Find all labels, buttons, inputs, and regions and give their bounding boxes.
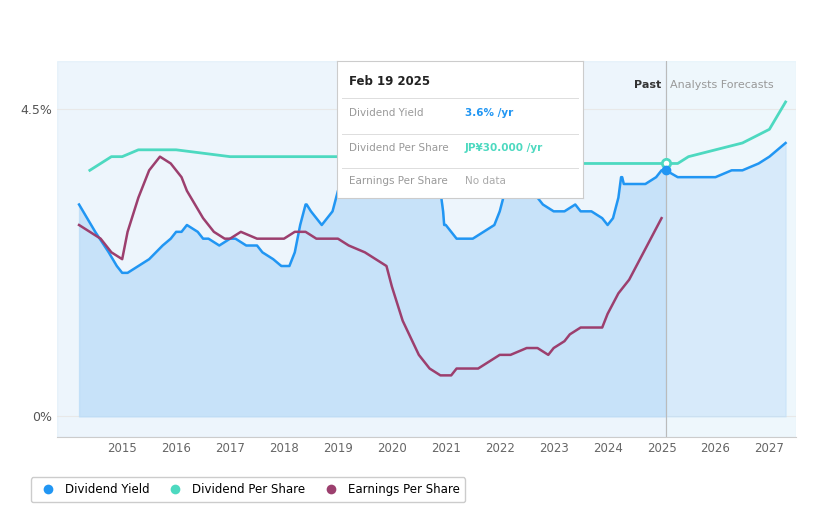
Legend: Dividend Yield, Dividend Per Share, Earnings Per Share: Dividend Yield, Dividend Per Share, Earn… xyxy=(30,478,466,502)
Text: Dividend Yield: Dividend Yield xyxy=(349,108,424,117)
Bar xyxy=(666,61,796,437)
Text: Past: Past xyxy=(635,80,662,90)
Text: No data: No data xyxy=(465,176,506,186)
Text: Analysts Forecasts: Analysts Forecasts xyxy=(670,80,773,90)
Text: Dividend Per Share: Dividend Per Share xyxy=(349,143,448,153)
Text: Feb 19 2025: Feb 19 2025 xyxy=(349,75,430,88)
Bar xyxy=(57,61,666,437)
Text: JP¥30.000 /yr: JP¥30.000 /yr xyxy=(465,143,543,153)
Text: Earnings Per Share: Earnings Per Share xyxy=(349,176,447,186)
Text: 3.6% /yr: 3.6% /yr xyxy=(465,108,513,117)
